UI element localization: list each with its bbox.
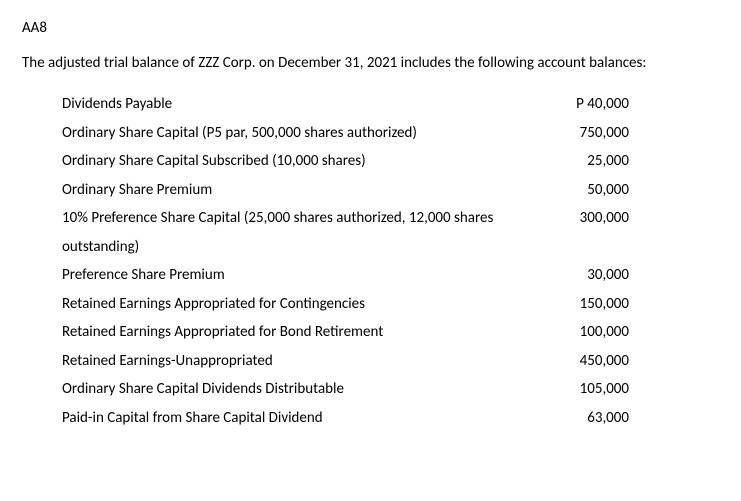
account-label: Ordinary Share Capital (P5 par, 500,000 …: [62, 119, 534, 148]
account-value: 100,000: [534, 318, 629, 347]
table-row: Ordinary Share Capital Dividends Distrib…: [62, 375, 629, 404]
table-row: Dividends Payable P 40,000: [62, 90, 629, 119]
account-label: Paid-in Capital from Share Capital Divid…: [62, 404, 534, 433]
table-row: 10% Preference Share Capital (25,000 sha…: [62, 204, 629, 261]
table-row: Preference Share Premium 30,000: [62, 261, 629, 290]
account-value: 450,000: [534, 347, 629, 376]
table-row: Retained Earnings-Unappropriated 450,000: [62, 347, 629, 376]
account-label: Preference Share Premium: [62, 261, 534, 290]
table-row: Ordinary Share Premium 50,000: [62, 176, 629, 205]
table-row: Retained Earnings Appropriated for Conti…: [62, 290, 629, 319]
account-label: Retained Earnings Appropriated for Conti…: [62, 290, 534, 319]
account-label: Retained Earnings-Unappropriated: [62, 347, 534, 376]
account-label: Dividends Payable: [62, 90, 534, 119]
account-value: 25,000: [534, 147, 629, 176]
account-value: 63,000: [534, 404, 629, 433]
account-value: 50,000: [534, 176, 629, 205]
account-label: Retained Earnings Appropriated for Bond …: [62, 318, 534, 347]
account-value: P 40,000: [534, 90, 629, 119]
account-value: 105,000: [534, 375, 629, 404]
account-label: 10% Preference Share Capital (25,000 sha…: [62, 204, 534, 261]
table-row: Retained Earnings Appropriated for Bond …: [62, 318, 629, 347]
account-value: 750,000: [534, 119, 629, 148]
account-label: Ordinary Share Capital Subscribed (10,00…: [62, 147, 534, 176]
accounts-table: Dividends Payable P 40,000 Ordinary Shar…: [22, 90, 719, 432]
account-label: Ordinary Share Capital Dividends Distrib…: [62, 375, 534, 404]
account-value: 300,000: [534, 204, 629, 233]
header-code: AA8: [22, 16, 719, 41]
table-row: Ordinary Share Capital Subscribed (10,00…: [62, 147, 629, 176]
account-label: Ordinary Share Premium: [62, 176, 534, 205]
intro-text: The adjusted trial balance of ZZZ Corp. …: [22, 51, 719, 77]
account-value: 30,000: [534, 261, 629, 290]
table-row: Paid-in Capital from Share Capital Divid…: [62, 404, 629, 433]
table-row: Ordinary Share Capital (P5 par, 500,000 …: [62, 119, 629, 148]
account-value: 150,000: [534, 290, 629, 319]
